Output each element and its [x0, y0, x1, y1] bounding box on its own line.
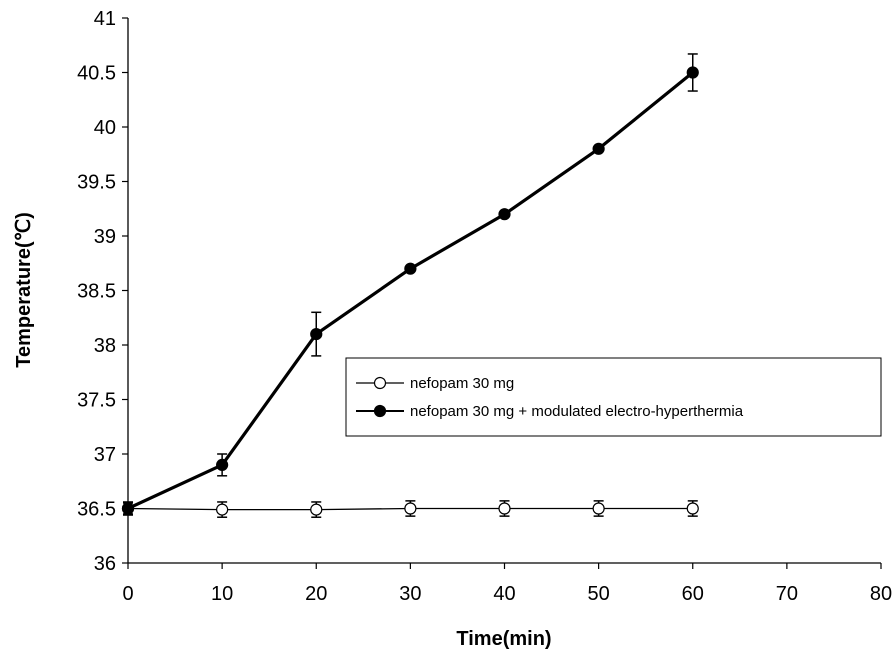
series-0 [121, 500, 699, 518]
series-1 [121, 53, 699, 515]
axes [127, 18, 881, 564]
x-tick-label: 0 [122, 583, 133, 605]
x-axis-title: Time(min) [456, 628, 551, 650]
data-point [121, 502, 135, 515]
legend-label-combined: nefopam 30 mg + modulated electro-hypert… [410, 403, 744, 420]
y-tick-label: 36 [94, 553, 116, 575]
x-tick-label: 20 [305, 583, 327, 605]
x-tick-label: 70 [776, 583, 798, 605]
y-tick-label: 38.5 [77, 281, 116, 303]
legend-label-nefopam: nefopam 30 mg [410, 375, 514, 392]
y-tick-label: 40.5 [77, 63, 116, 85]
data-point [216, 503, 229, 516]
y-tick-label: 39.5 [77, 172, 116, 194]
legend-box [345, 357, 882, 437]
y-tick-label: 38 [94, 335, 116, 357]
legend-marker-combined [373, 404, 387, 418]
x-tick-label: 40 [493, 583, 515, 605]
data-point [592, 502, 605, 515]
x-tick-label: 30 [399, 583, 421, 605]
y-axis-title: Temperature(℃) [13, 212, 35, 367]
data-point [404, 502, 417, 515]
data-point [498, 502, 511, 515]
x-tick-label: 80 [870, 583, 892, 605]
y-tick-label: 39 [94, 226, 116, 248]
x-tick-label: 60 [682, 583, 704, 605]
data-point [686, 66, 699, 79]
y-tick-label: 40 [94, 117, 116, 139]
data-point [404, 262, 417, 275]
y-tick-label: 36.5 [77, 499, 116, 521]
data-point [310, 328, 323, 341]
data-point [686, 502, 699, 515]
legend: nefopam 30 mg nefopam 30 mg + modulated … [345, 357, 882, 437]
x-axis-ticks: 0 10 20 30 40 50 60 70 80 [122, 563, 892, 605]
y-axis-ticks: 36 36.5 37 37.5 38 38.5 39 39.5 40 40.5 41 [77, 8, 128, 575]
series-line [127, 71, 694, 510]
y-tick-label: 37.5 [77, 390, 116, 412]
legend-marker-nefopam [373, 376, 387, 390]
data-point [216, 458, 229, 471]
y-tick-label: 37 [94, 444, 116, 466]
x-tick-label: 50 [588, 583, 610, 605]
series-layer [121, 53, 699, 518]
x-tick-label: 10 [211, 583, 233, 605]
data-point [310, 503, 323, 516]
data-point [592, 142, 605, 155]
data-point [498, 208, 511, 221]
y-tick-label: 41 [94, 8, 116, 30]
